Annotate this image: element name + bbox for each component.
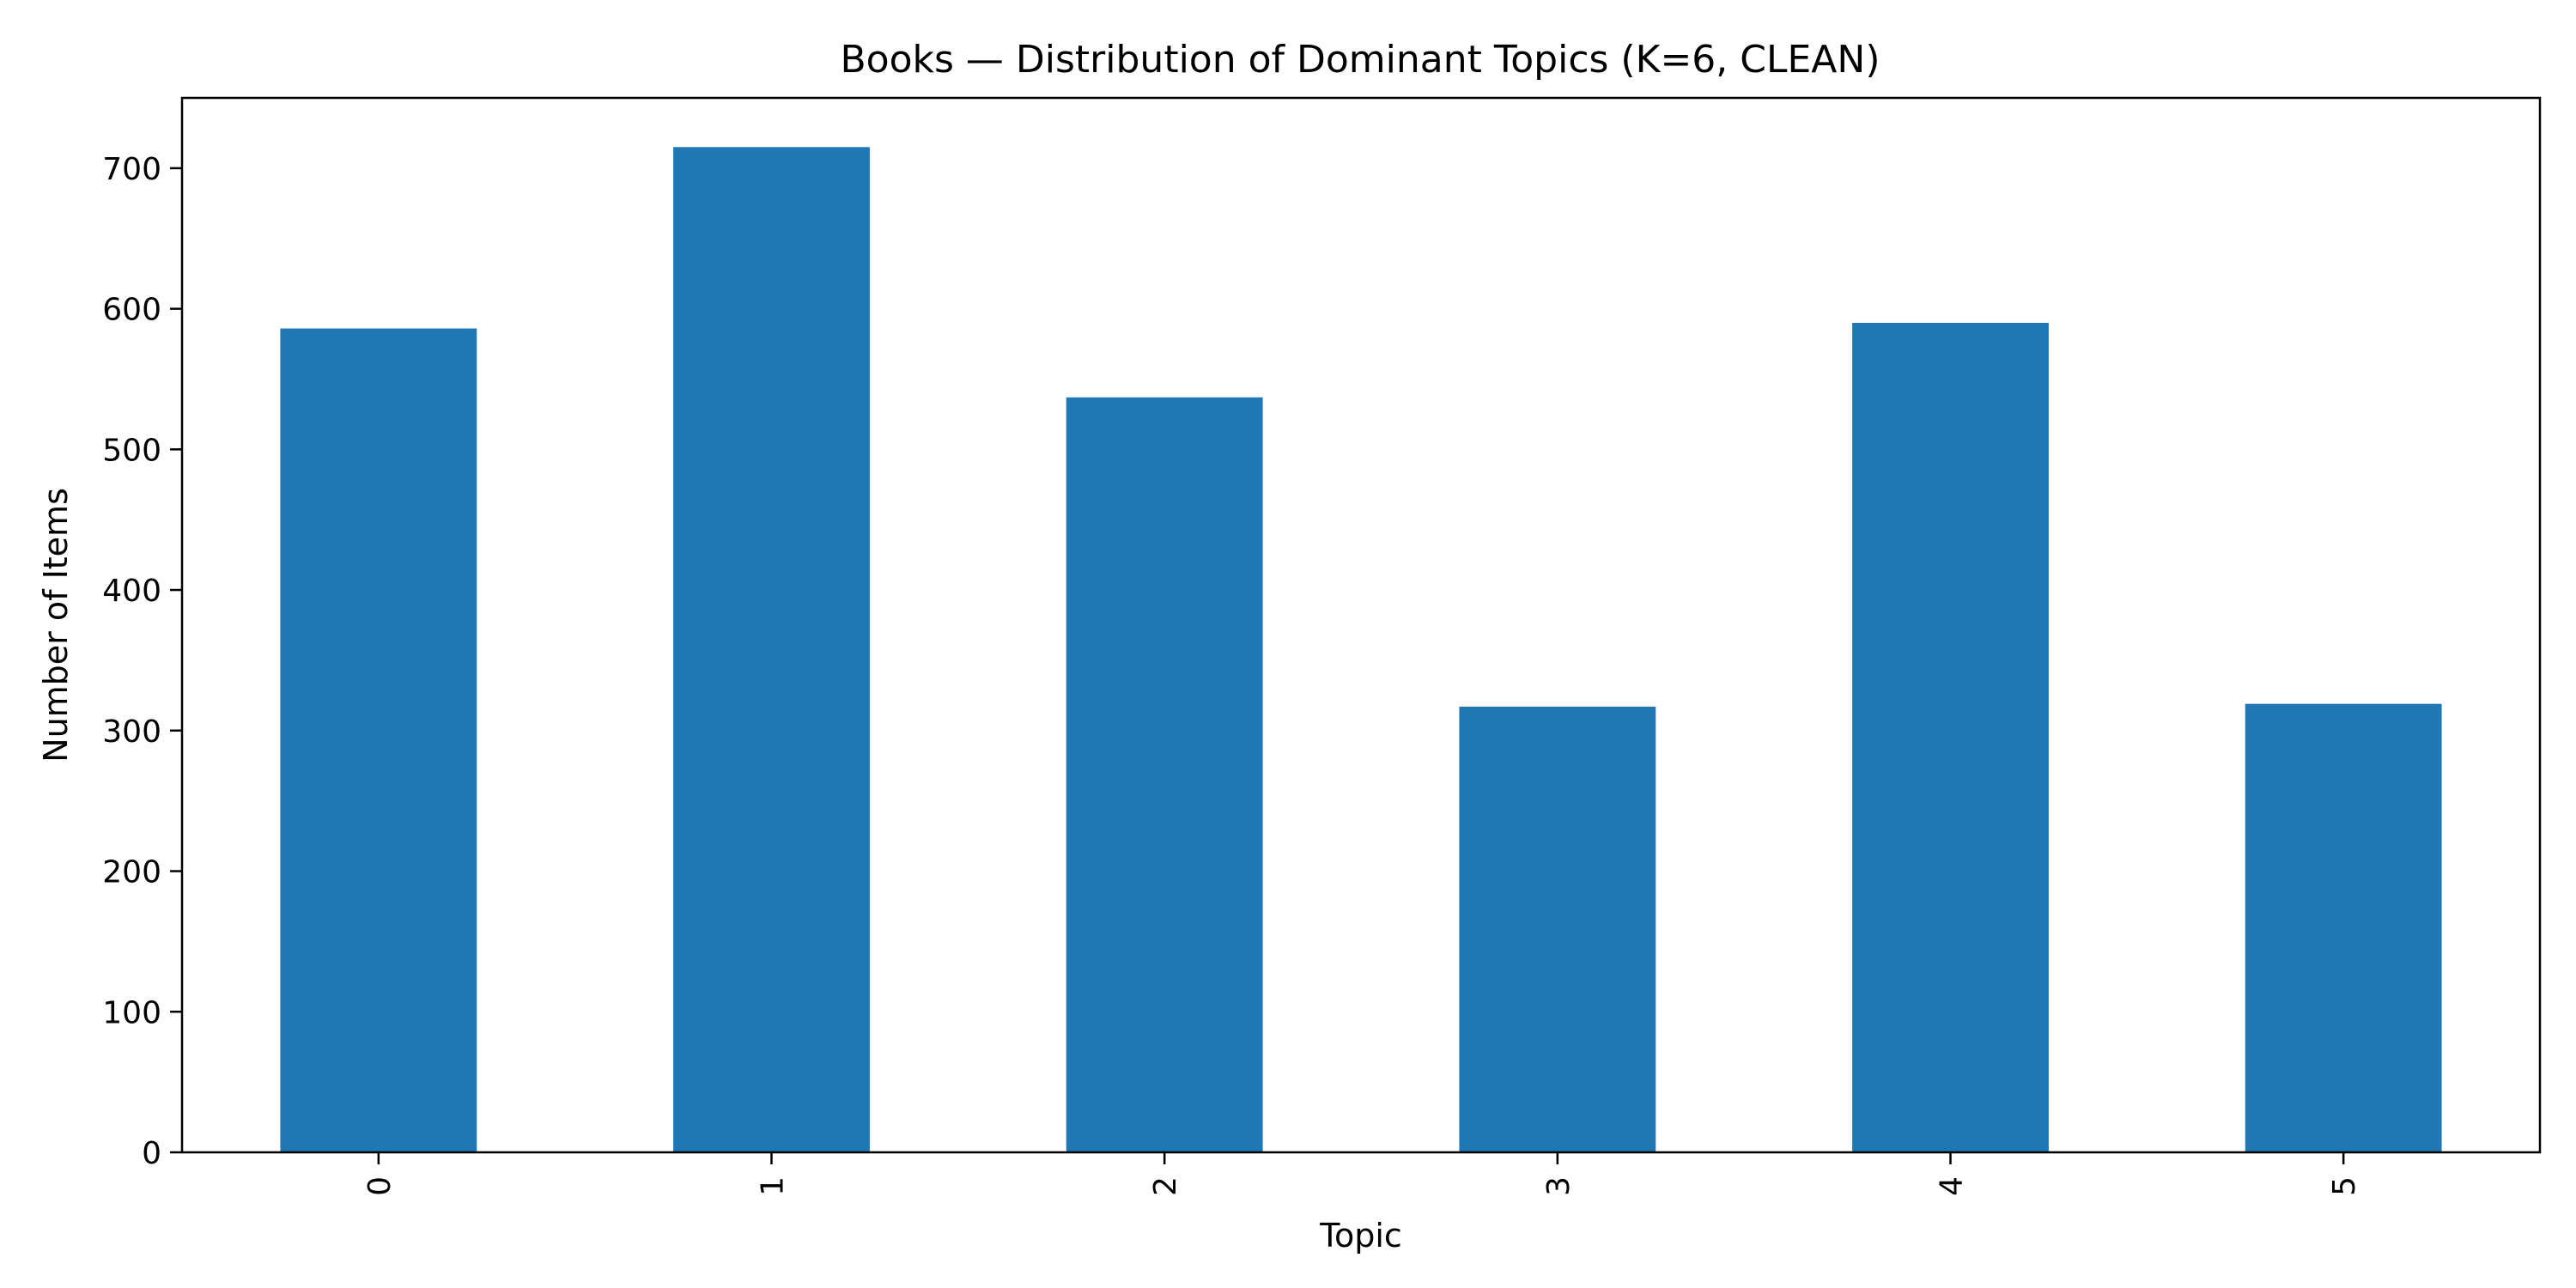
x-axis: 0 1 2 3 4 5: [362, 1152, 2362, 1196]
x-tick-label: 0: [362, 1176, 398, 1196]
y-tick-label: 400: [102, 574, 161, 609]
bar-topic-0: [280, 328, 477, 1152]
y-tick-label: 200: [102, 855, 161, 890]
y-tick-label: 600: [102, 293, 161, 328]
x-tick-label: 5: [2327, 1176, 2362, 1196]
bar-topic-3: [1459, 706, 1656, 1152]
x-axis-label: Topic: [1319, 1217, 1402, 1255]
y-axis-label: Number of Items: [37, 488, 75, 762]
y-tick-label: 100: [102, 995, 161, 1030]
bar-topic-5: [2245, 703, 2442, 1152]
bar-topic-1: [673, 147, 870, 1153]
plot-frame: [180, 96, 2542, 1154]
y-tick-label: 500: [102, 433, 161, 468]
x-tick-label: 3: [1541, 1176, 1577, 1196]
y-tick-label: 700: [102, 152, 161, 187]
bar-topic-2: [1066, 397, 1263, 1152]
plot-area: [280, 147, 2442, 1153]
x-tick-label: 1: [756, 1176, 791, 1196]
x-tick-label: 2: [1148, 1176, 1183, 1196]
y-axis: 0 100 200 300 400 500 600 700: [102, 152, 182, 1171]
x-tick-label: 4: [1935, 1176, 1970, 1196]
y-tick-label: 0: [142, 1136, 161, 1171]
chart-title: Books — Distribution of Dominant Topics …: [841, 38, 1880, 82]
y-tick-label: 300: [102, 714, 161, 750]
bar-topic-4: [1852, 322, 2049, 1152]
